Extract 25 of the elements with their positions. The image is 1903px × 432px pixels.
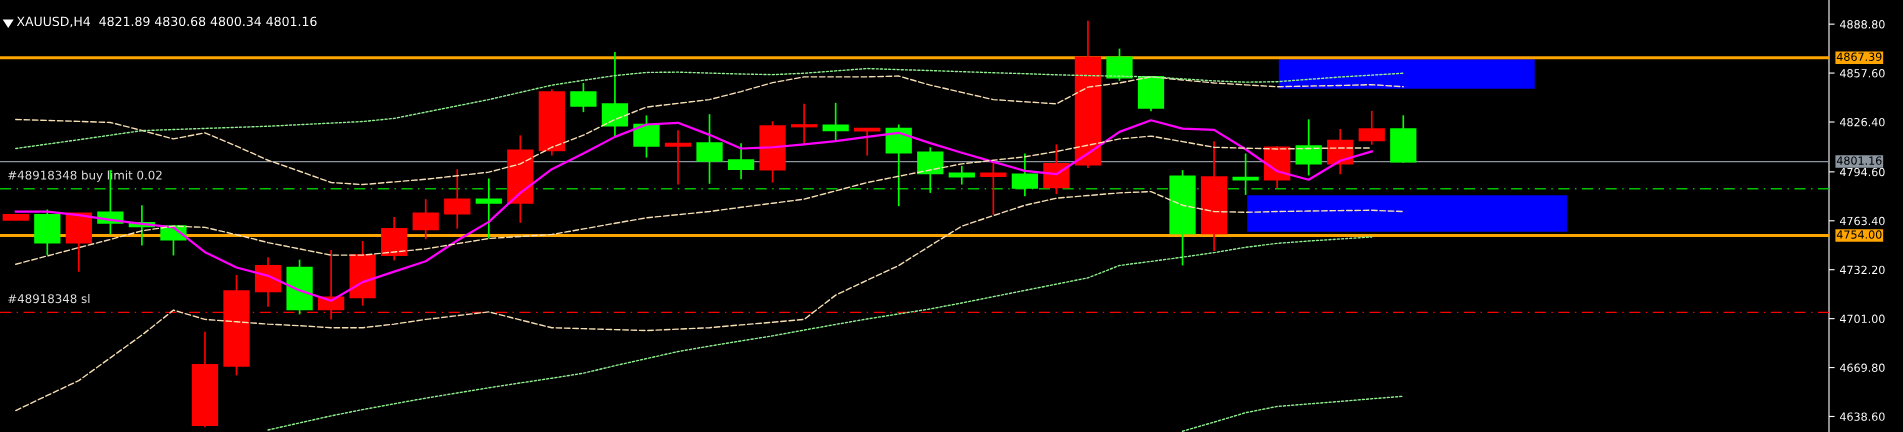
ref-line-label: 4801.16 bbox=[1836, 156, 1882, 165]
candlestick bbox=[475, 177, 502, 240]
y-tick-label: 4701.00 bbox=[1839, 314, 1885, 324]
candlestick bbox=[1232, 152, 1259, 196]
candlestick bbox=[790, 102, 818, 146]
candlestick bbox=[948, 165, 975, 186]
candlestick bbox=[980, 160, 1007, 216]
y-tick-label: 4794.60 bbox=[1839, 167, 1885, 177]
line-series bbox=[267, 236, 1373, 431]
candlestick bbox=[822, 102, 849, 143]
line-series bbox=[1181, 395, 1404, 432]
ref-line-label: 4867.39 bbox=[1836, 52, 1882, 61]
candlestick bbox=[854, 127, 881, 157]
line-series bbox=[15, 67, 1404, 150]
candlestick bbox=[664, 129, 692, 186]
y-tick-label: 4763.40 bbox=[1839, 216, 1885, 226]
y-tick-label: 4732.20 bbox=[1839, 265, 1885, 275]
ref-line-label: 4754.00 bbox=[1836, 230, 1882, 239]
y-tick-label: 4826.40 bbox=[1839, 117, 1885, 127]
y-tick-label: 4857.60 bbox=[1839, 69, 1885, 78]
y-tick-label: 4669.80 bbox=[1839, 363, 1885, 372]
text: XAUUSD,H4 4821.89 4830.68 4800.34 4801.16 bbox=[16, 16, 317, 28]
y-tick-label: 4638.60 bbox=[1839, 412, 1885, 421]
y-tick-label: 4888.80 bbox=[1839, 20, 1885, 29]
ref-line-label: #48918348 sl bbox=[8, 293, 90, 304]
